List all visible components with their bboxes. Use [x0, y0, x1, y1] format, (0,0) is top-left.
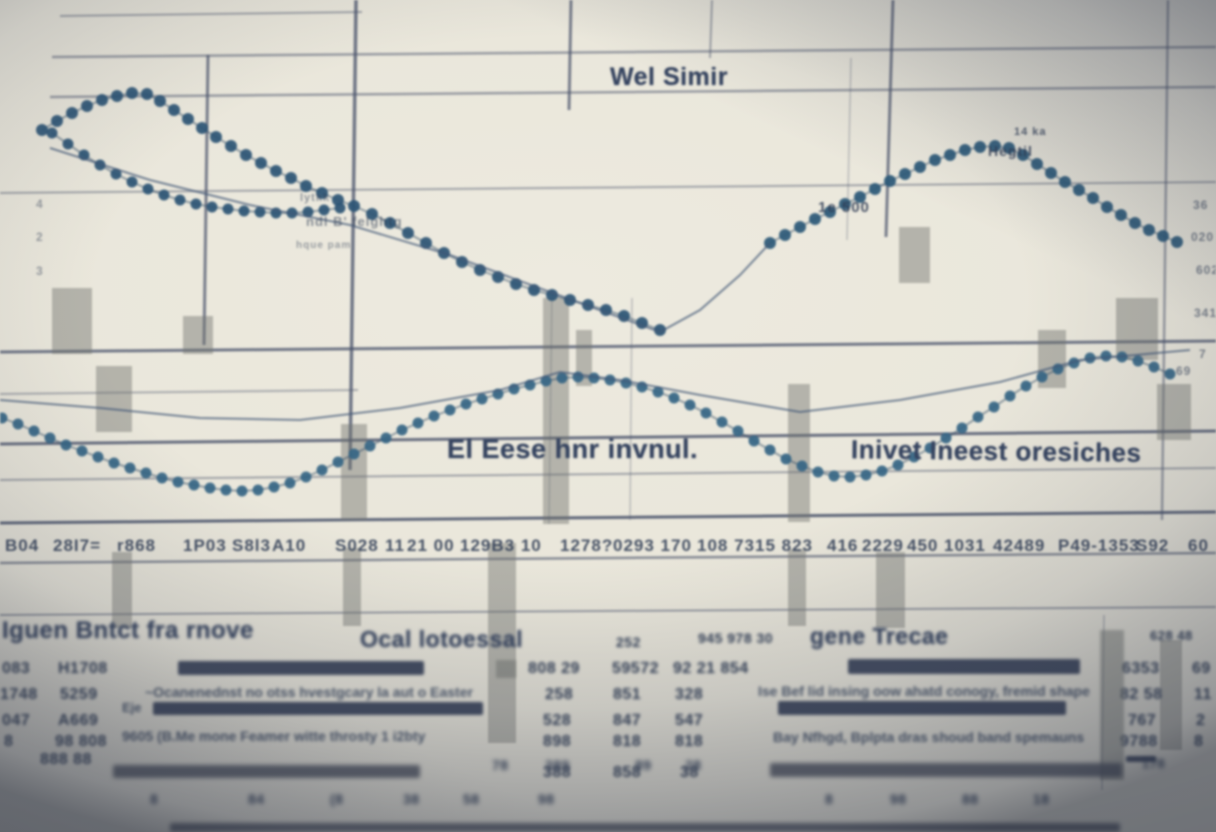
bottom-number: 78	[492, 757, 509, 773]
bottom-number: 28	[685, 757, 702, 773]
bottom-number: 98	[538, 791, 555, 807]
bottom-bar	[770, 763, 1122, 777]
bottom-number: 58	[463, 791, 480, 807]
bottom-number: 178	[1142, 756, 1166, 771]
bottom-number: 98	[890, 791, 907, 807]
bottom-number: 18	[1033, 791, 1050, 807]
bottom-bar	[113, 765, 420, 778]
bottom-number: 389	[545, 757, 570, 773]
bottom-number: 89	[635, 757, 652, 773]
bottom-number: (8	[330, 791, 344, 807]
bottom-number: 84	[248, 791, 265, 807]
bottom-strip	[170, 823, 1120, 832]
bottom-number: 8	[150, 791, 159, 807]
bottom-number: 8	[825, 791, 834, 807]
bottom-number: 88	[962, 791, 979, 807]
bottom-number: 38	[403, 791, 420, 807]
